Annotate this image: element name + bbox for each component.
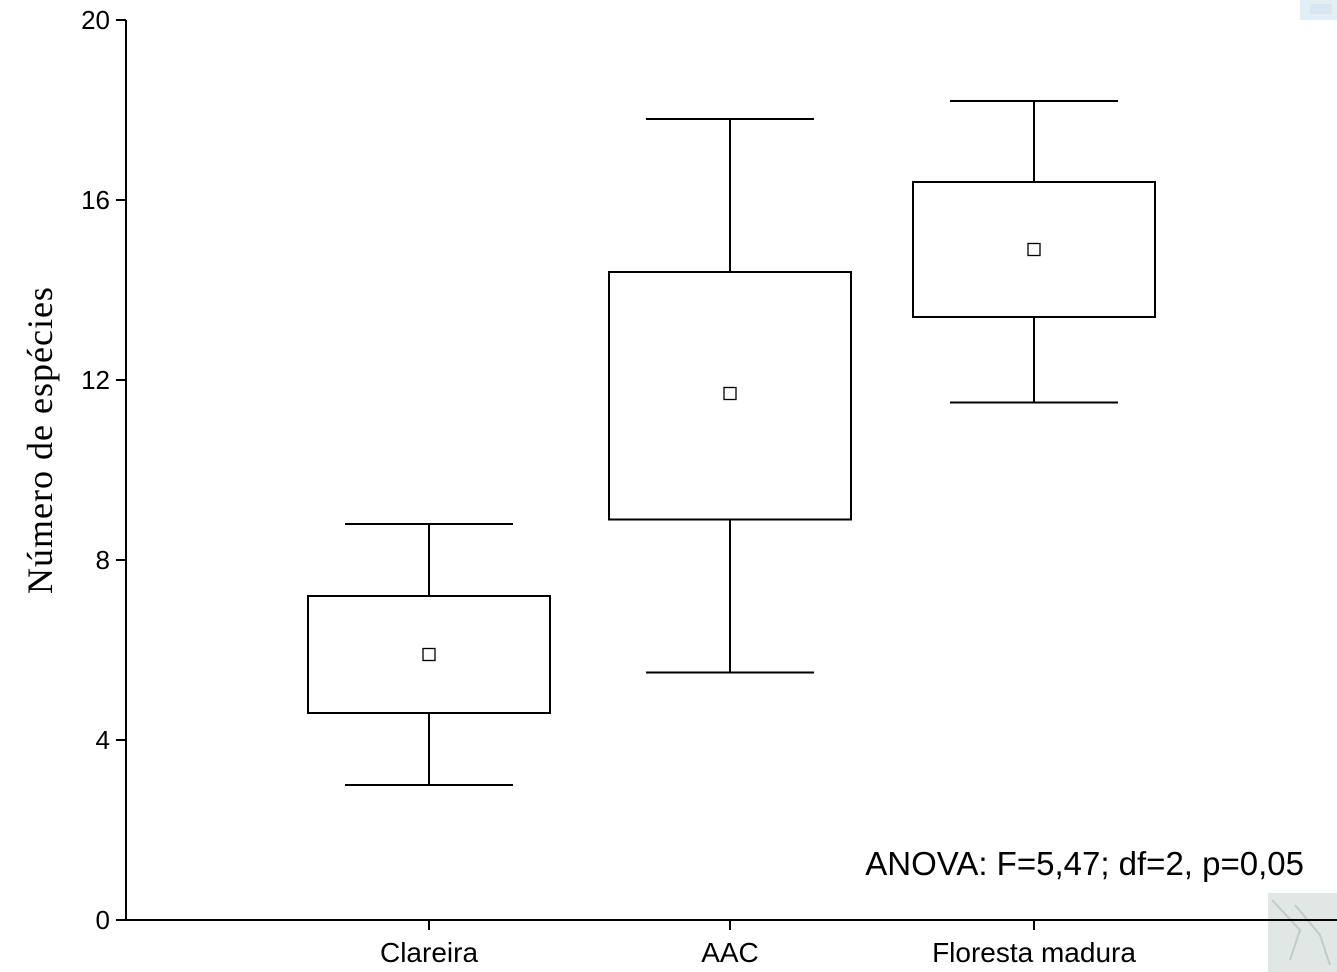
x-tick-label: AAC — [701, 937, 759, 968]
y-tick-label: 4 — [96, 725, 110, 755]
box-group — [307, 523, 551, 786]
box-rect — [912, 181, 1156, 318]
corner-decoration-top — [1300, 0, 1337, 20]
anova-annotation: ANOVA: F=5,47; df=2, p=0,05 — [865, 845, 1304, 882]
box-group — [912, 100, 1156, 404]
y-tick-label: 16 — [81, 185, 110, 215]
x-tick-label: Clareira — [380, 937, 478, 968]
y-tick-label: 12 — [81, 365, 110, 395]
center-marker — [723, 386, 737, 401]
center-marker — [1027, 242, 1041, 257]
box-group — [608, 118, 852, 674]
axes: 0 4 8 12 16 20 Clareira AAC Floresta madura — [81, 5, 1337, 968]
x-tick-label: Floresta madura — [932, 937, 1136, 968]
boxes — [307, 100, 1156, 786]
y-tick-label: 0 — [96, 905, 110, 935]
y-tick-label: 20 — [81, 5, 110, 35]
center-marker — [422, 647, 436, 662]
corner-decoration-bottom — [1268, 893, 1337, 972]
y-tick-label: 8 — [96, 545, 110, 575]
y-axis-label: Número de espécies — [20, 286, 60, 594]
